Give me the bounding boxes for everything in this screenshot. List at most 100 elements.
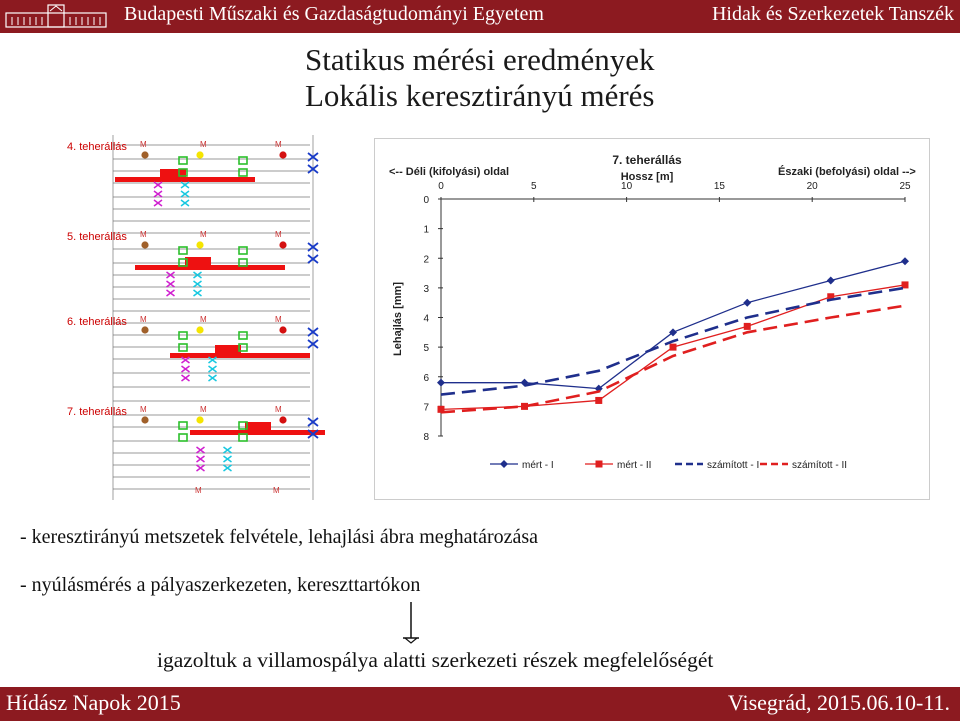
strain-gauge: [238, 168, 248, 177]
data-point: [669, 343, 677, 351]
series-line-mért-i: [441, 260, 906, 390]
legend-marker: [500, 460, 508, 468]
cross-marker: [181, 365, 190, 373]
sensor-dot: [141, 241, 149, 249]
sensor-marker: M: [200, 140, 207, 149]
data-point: [437, 405, 445, 413]
y-tick-label: 2: [423, 254, 429, 265]
strain-gauge: [238, 156, 248, 165]
sensor-marker: M: [140, 315, 147, 324]
load-block: [185, 257, 211, 265]
right-side-note: Északi (befolyási) oldal -->: [778, 165, 916, 178]
header-bar: Budapesti Műszaki és Gazdaságtudományi E…: [0, 0, 960, 33]
data-point: [594, 384, 603, 393]
sensor-dot: [196, 326, 204, 334]
strain-gauge: [238, 258, 248, 267]
load-bar: [115, 177, 255, 182]
series-line-számított-i: [440, 286, 906, 396]
data-point: [437, 378, 445, 387]
sensor-dot: [196, 241, 204, 249]
sensor-marker: M: [275, 315, 282, 324]
y-tick-label: 4: [423, 314, 429, 325]
sensor-dot: [279, 151, 287, 159]
cross-marker: [196, 464, 205, 472]
cross-marker: [193, 280, 202, 288]
strain-gauge: [178, 343, 188, 352]
cross-marker: [193, 271, 202, 279]
sensor-marker: M: [275, 405, 282, 414]
y-tick-label: 3: [423, 284, 429, 295]
cross-marker: [166, 271, 175, 279]
x-axis-label: Hossz [m]: [621, 171, 674, 183]
university-name: Budapesti Műszaki és Gazdaságtudományi E…: [124, 3, 544, 25]
sensor-marker: M: [275, 140, 282, 149]
x-tick-label: 0: [438, 181, 444, 192]
sensor-marker: M: [140, 405, 147, 414]
department-name: Hidak és Szerkezetek Tanszék: [711, 3, 954, 25]
cross-marker: [223, 455, 232, 463]
result-statement: igazoltuk a villamospálya alatti szerkez…: [157, 648, 714, 672]
sensor-dot: [196, 416, 204, 424]
data-point: [521, 402, 529, 410]
load-block: [160, 169, 186, 177]
data-point: [595, 396, 603, 404]
legend-label: mért - I: [522, 460, 554, 471]
sensor-marker: M: [195, 486, 202, 495]
strain-gauge: [178, 331, 188, 340]
strain-gauge: [238, 246, 248, 255]
strain-gauge: [238, 421, 248, 430]
cross-marker: [208, 356, 217, 364]
cross-marker: [223, 446, 232, 454]
bullet-1: - keresztirányú metszetek felvétele, leh…: [20, 526, 539, 548]
legend-label: számított - II: [792, 460, 847, 471]
title-line-2: Lokális keresztirányú mérés: [305, 78, 655, 113]
load-case-label: 6. teherállás: [67, 316, 127, 328]
cross-marker: [153, 181, 163, 189]
page-title: Statikus mérési eredmények Lokális keres…: [305, 42, 655, 114]
sensor-dot: [279, 241, 287, 249]
cross-marker: [193, 289, 202, 297]
x-tick-label: 15: [714, 181, 726, 192]
load-bar: [135, 265, 285, 270]
university-logo: [5, 4, 107, 28]
y-tick-label: 5: [423, 343, 429, 354]
cross-marker: [181, 356, 190, 364]
cross-marker: [307, 164, 319, 174]
sensor-dot: [279, 326, 287, 334]
data-point: [826, 276, 835, 285]
sensor-dot: [141, 151, 149, 159]
load-case-label: 5. teherállás: [67, 231, 127, 243]
sensor-dot: [196, 151, 204, 159]
cross-marker: [208, 374, 217, 382]
cross-marker: [196, 455, 205, 463]
strain-gauge: [238, 433, 248, 442]
cross-marker: [180, 181, 190, 189]
chart-content: 0 5 10 15 20 25 0 1 2 3 4 5 6 7 8 <-- Déli (kifolyási) …: [389, 153, 916, 471]
series-line-számított-ii: [440, 304, 906, 414]
data-point: [901, 257, 909, 266]
load-position-diagram: 4. teherállás M M M 5. teherállás M M M 6. teher…: [67, 135, 325, 500]
cross-marker: [307, 327, 319, 337]
cross-marker: [307, 429, 319, 439]
y-tick-label: 6: [423, 373, 429, 384]
chart-panel: 0 5 10 15 20 25 0 1 2 3 4 5 6 7 8 <-- Déli (kifolyási) …: [374, 138, 930, 500]
sensor-marker: M: [275, 230, 282, 239]
strain-gauge: [178, 433, 188, 442]
data-point: [743, 322, 751, 330]
y-tick-label: 0: [423, 195, 429, 206]
strain-gauge: [178, 168, 188, 177]
sensor-marker: M: [200, 405, 207, 414]
y-axis-label: Lehajlás [mm]: [392, 282, 404, 356]
place-date: Visegrád, 2015.06.10-11.: [727, 690, 950, 715]
cross-marker: [166, 289, 175, 297]
cross-marker: [180, 190, 190, 198]
y-tick-label: 8: [423, 432, 429, 443]
strain-gauge: [178, 156, 188, 165]
data-point: [901, 281, 909, 289]
sensor-marker: M: [200, 315, 207, 324]
sensor-dot: [141, 416, 149, 424]
x-tick-label: 10: [621, 181, 633, 192]
load-bar: [170, 353, 310, 358]
sensor-marker: M: [200, 230, 207, 239]
strain-gauge: [238, 343, 248, 352]
